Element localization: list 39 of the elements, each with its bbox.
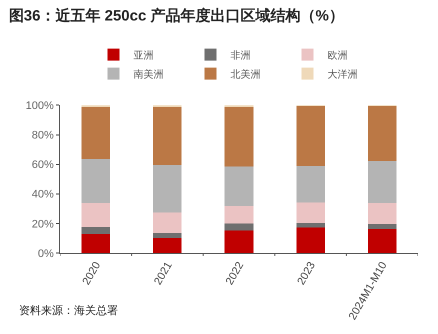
- bar: [224, 106, 254, 166]
- bar: [81, 234, 110, 253]
- bar: [153, 232, 182, 238]
- bar: [81, 106, 110, 160]
- legend-label: 非洲: [230, 49, 250, 62]
- text: 资料来源：海关总署: [19, 304, 118, 317]
- bar: [81, 227, 110, 234]
- bar: [296, 166, 325, 203]
- bar: [153, 106, 182, 165]
- bar: [368, 228, 397, 253]
- bar: [368, 202, 397, 224]
- bar: [224, 166, 254, 206]
- bar: [296, 227, 325, 253]
- bar: [296, 202, 325, 223]
- bar: [224, 206, 254, 224]
- y-tick-label: 0%: [38, 248, 54, 260]
- y-tick-label: 80%: [32, 130, 54, 142]
- y-tick-label: 100%: [26, 100, 54, 112]
- bar: [368, 106, 397, 161]
- bar: [368, 160, 397, 203]
- bar: [368, 224, 397, 229]
- y-tick-label: 60%: [32, 159, 54, 172]
- bar: [224, 223, 254, 230]
- legend-label: 欧洲: [328, 49, 348, 62]
- y-tick-label: 40%: [32, 188, 54, 201]
- legend-label: 南美洲: [134, 68, 164, 80]
- y-tick-label: 20%: [32, 218, 54, 230]
- bar: [296, 223, 325, 228]
- bar: [81, 159, 110, 204]
- legend-label: 亚洲: [134, 49, 154, 62]
- bar: [81, 203, 110, 228]
- bar: [153, 212, 182, 233]
- chart-title: 图36：近五年 250cc 产品年度出口区域结构（%）: [8, 6, 344, 25]
- bar: [224, 230, 254, 253]
- bar: [153, 164, 182, 213]
- legend-label: 大洋洲: [328, 68, 358, 80]
- bar: [153, 238, 182, 253]
- bar: [296, 106, 325, 166]
- legend-label: 北美洲: [230, 68, 260, 80]
